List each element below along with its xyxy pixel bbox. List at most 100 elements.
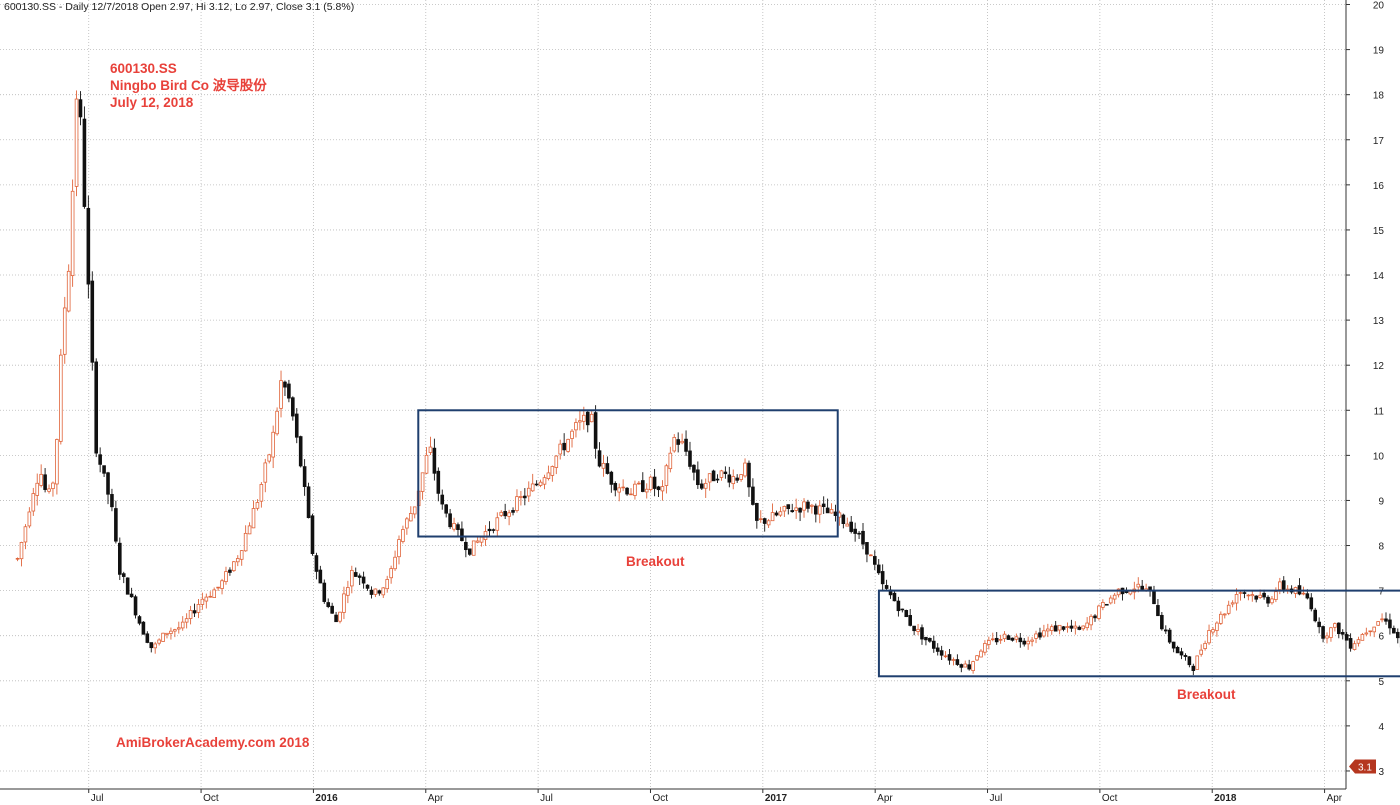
candle-body [778,511,783,516]
candle-body [1049,626,1054,631]
candle-body [129,593,134,598]
candle-body [448,513,452,528]
candle-body [582,414,586,422]
candle-body [892,592,897,602]
candle-body [994,637,999,643]
candle-body [1333,623,1337,628]
candle-body [959,664,964,668]
candle-body [1203,643,1207,649]
candle-body [169,630,173,634]
candle-body [1053,625,1058,632]
candle-body [766,520,771,526]
candle-body [810,504,814,507]
candle-body [947,654,952,661]
candle-body [1010,637,1015,641]
candle-body [59,354,63,442]
candle-body [180,621,185,629]
candle-body [672,436,677,452]
candle-body [566,438,570,452]
candle-body [1313,609,1318,622]
candle-body [208,595,213,598]
candle-body [294,413,299,438]
candle-body [239,550,244,560]
candle-body [235,558,240,563]
candle-body [361,576,366,584]
y-tick-label: 12 [1373,361,1385,372]
candle-body [125,577,130,595]
candle-body [770,512,775,522]
candle-body [609,471,614,485]
annotation-date: July 12, 2018 [110,95,194,110]
candle-body [849,521,854,532]
candle-body [220,580,224,589]
candle-body [15,558,20,560]
candle-body [1069,625,1074,629]
candle-body [755,502,759,521]
candle-body [1167,629,1172,643]
candle-body [680,440,684,444]
candle-body [1384,618,1388,622]
candle-body [161,632,165,642]
candle-body [1274,591,1278,600]
candle-body [1309,597,1314,610]
candle-body [1112,594,1117,600]
candle-body [322,582,327,602]
candle-body [1014,636,1019,640]
candle-body [444,504,448,514]
candle-body [684,438,688,452]
candle-body [1230,602,1235,605]
candle-body [884,585,889,589]
candle-body [1258,594,1262,598]
candle-body [546,472,551,479]
x-tick-label: Oct [1102,793,1118,804]
candle-body [904,609,909,618]
x-tick-label: Oct [203,793,219,804]
candle-body [1046,628,1050,632]
candle-body [751,486,755,505]
candle-body [1195,655,1200,670]
candle-body [1215,622,1219,631]
candle-body [353,572,358,577]
candle-body [330,605,334,614]
candle-body [578,420,582,423]
candle-body [173,629,177,632]
candle-body [1116,588,1121,596]
x-tick-label: 2018 [1214,793,1237,804]
candle-body [975,655,979,661]
annotation-breakout-2: Breakout [1177,687,1236,702]
candle-body [912,625,916,632]
candle-body [452,523,456,530]
candle-body [385,579,390,590]
candle-body [106,472,110,495]
candle-body [605,463,610,474]
candle-body [287,383,291,399]
candle-body [212,589,216,599]
candle-body [943,655,948,658]
candle-body [1002,633,1007,640]
candle-body [1278,581,1282,590]
candle-body [192,610,197,614]
candle-body [184,618,189,623]
candle-body [526,487,531,497]
candle-body [224,571,228,583]
candle-body [660,486,665,492]
candle-body [357,575,362,578]
y-tick-label: 10 [1373,451,1385,462]
candle-body [530,483,535,492]
candle-body [381,587,386,596]
candle-body [806,501,810,509]
candle-body [118,542,122,575]
candle-body [515,496,519,511]
candle-body [1175,646,1180,654]
candle-body [247,525,252,535]
consolidation-box-1 [417,409,839,538]
candle-body [176,627,181,630]
candle-body [794,507,798,511]
candle-body [251,508,256,529]
candle-body [1262,592,1266,598]
candle-body [747,462,751,488]
candle-body [1191,665,1196,671]
candle-body [47,488,51,492]
candle-body [1057,624,1062,631]
candle-body [78,99,83,118]
